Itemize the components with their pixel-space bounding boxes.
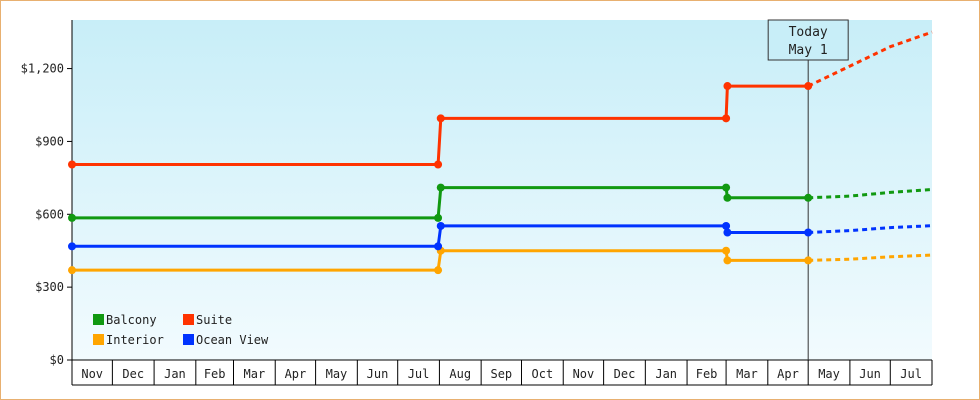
data-point-interior[interactable]	[804, 256, 813, 265]
x-tick-label: Jun	[367, 367, 389, 381]
legend-label: Balcony	[106, 313, 157, 327]
x-tick-label: Jan	[164, 367, 186, 381]
series-line-interior	[72, 249, 809, 272]
x-tick-label: Aug	[449, 367, 471, 381]
data-point-balcony[interactable]	[434, 213, 443, 222]
plot-area	[72, 20, 932, 360]
data-point-balcony[interactable]	[722, 183, 731, 192]
data-point-ocean-view[interactable]	[804, 228, 813, 237]
data-point-suite[interactable]	[434, 160, 443, 169]
data-point-ocean-view[interactable]	[722, 221, 731, 230]
y-tick-label: $900	[35, 134, 64, 148]
series-line-suite	[72, 84, 809, 166]
data-point-balcony[interactable]	[723, 193, 732, 202]
data-point-balcony[interactable]	[68, 213, 76, 222]
x-tick-label: Mar	[244, 367, 266, 381]
data-point-interior[interactable]	[68, 266, 76, 275]
x-tick-label: Jan	[655, 367, 677, 381]
y-tick-label: $1,200	[21, 62, 64, 76]
x-tick-label: May	[326, 367, 348, 381]
x-tick-label: Jul	[900, 367, 922, 381]
x-tick-label: Mar	[736, 367, 758, 381]
series-line-ocean-view	[72, 224, 809, 248]
data-point-suite[interactable]	[722, 114, 731, 123]
x-tick-label: Oct	[532, 367, 554, 381]
legend-label: Suite	[196, 313, 232, 327]
x-tick-label: Nov	[573, 367, 595, 381]
x-tick-label: Nov	[81, 367, 103, 381]
data-point-suite[interactable]	[804, 82, 813, 91]
x-tick-label: Sep	[490, 367, 512, 381]
data-point-balcony[interactable]	[436, 183, 445, 192]
x-tick-label: Jul	[408, 367, 430, 381]
data-point-ocean-view[interactable]	[434, 242, 443, 251]
data-point-suite[interactable]	[68, 160, 76, 169]
x-tick-label: Apr	[777, 367, 799, 381]
legend-swatch	[183, 314, 194, 325]
x-tick-label: Jun	[859, 367, 881, 381]
legend-label: Ocean View	[196, 333, 269, 347]
data-point-balcony[interactable]	[804, 193, 813, 202]
data-point-ocean-view[interactable]	[723, 228, 732, 237]
y-tick-label: $0	[50, 353, 64, 367]
today-label-box	[767, 19, 849, 61]
legend-swatch	[93, 334, 104, 345]
series-forecast-interior	[808, 253, 933, 262]
x-tick-label: Apr	[285, 367, 307, 381]
legend-swatch	[183, 334, 194, 345]
data-point-suite[interactable]	[723, 82, 732, 91]
data-point-interior[interactable]	[434, 266, 443, 275]
x-tick-label: Feb	[696, 367, 718, 381]
data-point-interior[interactable]	[722, 246, 731, 255]
series-line-balcony	[72, 186, 809, 220]
data-point-suite[interactable]	[436, 114, 445, 123]
y-tick-label: $300	[35, 280, 64, 294]
today-date-label: May 1	[789, 43, 828, 58]
series-forecast-balcony	[808, 188, 933, 200]
data-point-ocean-view[interactable]	[68, 242, 76, 251]
legend-label: Interior	[106, 333, 164, 347]
series-forecast-ocean-view	[808, 224, 933, 234]
x-tick-label: Feb	[204, 367, 226, 381]
data-point-interior[interactable]	[723, 256, 732, 265]
x-tick-label: Dec	[614, 367, 636, 381]
y-tick-label: $600	[35, 207, 64, 221]
legend-swatch	[93, 314, 104, 325]
x-tick-label: Dec	[122, 367, 144, 381]
x-tick-label: May	[818, 367, 840, 381]
today-label: Today	[789, 25, 828, 40]
data-point-ocean-view[interactable]	[436, 221, 445, 230]
